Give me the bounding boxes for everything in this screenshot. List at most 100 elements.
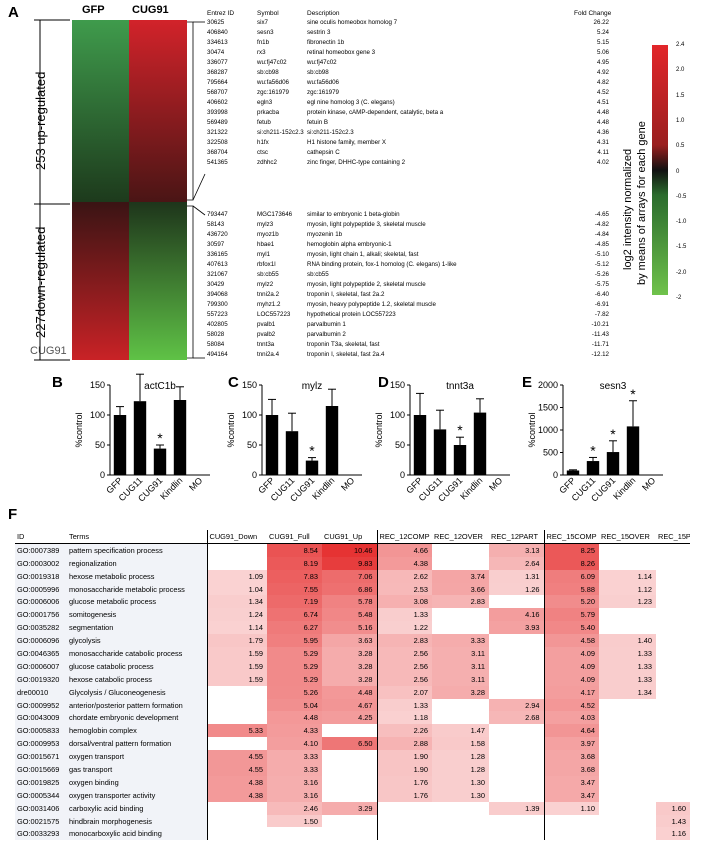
enrichment-value (656, 557, 690, 570)
y-tick-label: 500 (543, 448, 558, 458)
gene-symbol: si:ch211-152c2.3 (257, 129, 304, 136)
gene-entrez-id: 494164 (207, 351, 228, 358)
enrichment-value: 4.25 (322, 711, 377, 725)
gene-symbol: wu:fj47c02 (257, 59, 287, 66)
enrichment-value (599, 750, 656, 763)
enrichment-value: 2.07 (376, 685, 432, 699)
bar (566, 470, 580, 475)
enrichment-value: 2.56 (376, 647, 432, 660)
enrichment-value: 8.26 (543, 556, 599, 570)
gene-description: RNA binding protein, fox-1 homolog (C. e… (307, 261, 457, 268)
x-tick-label: MO (487, 475, 504, 492)
enrichment-value: 6.86 (322, 582, 377, 596)
gene-description: hemoglobin alpha embryonic-1 (307, 241, 392, 248)
enrichment-value: 8.19 (267, 556, 322, 570)
enrichment-value: 2.88 (376, 737, 432, 751)
bar (586, 461, 600, 475)
enrichment-value (432, 802, 489, 815)
gene-fold-change: -4.84 (594, 231, 609, 238)
gene-description: zgc:161979 (307, 89, 339, 96)
gene-entrez-id: 436720 (207, 231, 228, 238)
go-id: GO:0005996 (15, 582, 67, 596)
gene-symbol: fn1b (257, 39, 270, 46)
bar (305, 460, 319, 475)
enrichment-value: 3.11 (432, 647, 489, 660)
gene-row: 795664 wu:fa56d06 wu:fa56d06 4.82 (207, 78, 609, 88)
column-header: REC_15OVER (599, 530, 656, 544)
gene-description: myozenin 1b (307, 231, 343, 238)
table-row: GO:0006007 glucose catabolic process 1.59 5… (15, 659, 690, 673)
enrichment-value (432, 557, 489, 570)
gene-symbol: myl1 (257, 251, 271, 258)
y-tick-label: 150 (390, 380, 405, 390)
enrichment-value: 4.09 (543, 659, 599, 673)
enrichment-value: 2.83 (376, 634, 432, 648)
gene-row: 321067 sb:cb55 sb:cb55 -5.26 (207, 270, 609, 280)
gene-symbol: tnni2a.4 (257, 351, 280, 358)
gene-symbol: mylz2 (257, 281, 274, 288)
gene-entrez-id: 406840 (207, 29, 228, 36)
table-row: GO:0019318 hexose metabolic process 1.09 7.… (15, 569, 690, 583)
go-id: GO:0033293 (15, 827, 67, 841)
gene-row: 58028 pvalb2 parvalbumin 2 -11.43 (207, 330, 609, 340)
enrichment-value: 3.33 (432, 634, 489, 648)
panel-label-e: E (522, 374, 533, 391)
gene-description: retinal homeobox gene 3 (307, 49, 376, 56)
column-header: REC_15COMP (543, 530, 599, 544)
enrichment-value: 1.33 (376, 608, 432, 622)
enrichment-value: 3.66 (432, 582, 489, 596)
gene-row: 557223 LOC557223 hypothetical protein LOC5… (207, 310, 609, 320)
go-term: segmentation (67, 621, 208, 635)
go-term: monosaccharide metabolic process (67, 582, 208, 596)
column-header: CUG91_Full (267, 530, 322, 544)
gene-row: 322508 h1fx H1 histone family, member X 4.3… (207, 138, 609, 148)
enrichment-value (432, 621, 489, 634)
enrichment-value (376, 827, 432, 841)
enrichment-value: 1.23 (599, 595, 656, 609)
enrichment-value: 3.28 (322, 659, 377, 673)
enrichment-value (489, 595, 544, 608)
enrichment-value: 1.28 (432, 750, 489, 764)
gene-description: wu:fa56d06 (307, 79, 339, 86)
enrichment-value: 1.04 (207, 582, 267, 596)
go-id: GO:0009953 (15, 737, 67, 751)
enrichment-value (599, 543, 656, 556)
enrichment-value: 8.25 (543, 543, 599, 557)
go-term: monosaccharide catabolic process (67, 647, 208, 660)
gene-description: zinc finger, DHHC-type containing 2 (307, 159, 406, 166)
enrichment-value (322, 789, 377, 802)
enrichment-value: 4.58 (543, 634, 599, 648)
bar (325, 406, 339, 475)
enrichment-value: 2.56 (376, 659, 432, 673)
enrichment-value (322, 815, 377, 828)
gene-fold-change: 5.15 (596, 39, 609, 46)
bar (413, 415, 427, 475)
enrichment-value (376, 801, 432, 815)
bar (153, 448, 167, 475)
gene-row: 568707 zgc:161979 zgc:161979 4.52 (207, 88, 609, 98)
enrichment-value: 3.68 (543, 750, 599, 764)
gene-symbol: sesn3 (257, 29, 274, 36)
enrichment-value: 3.16 (267, 788, 322, 802)
gene-fold-change: 4.82 (596, 79, 609, 86)
go-id: GO:0007389 (15, 543, 67, 557)
enrichment-value: 1.16 (656, 827, 690, 841)
enrichment-value (432, 608, 489, 621)
heatmap-overlay-label: CUG91 (30, 345, 67, 357)
enrichment-value: 2.62 (376, 569, 432, 583)
gene-fold-change: 26.22 (593, 19, 609, 26)
bar (626, 426, 640, 475)
y-tick-label: 0 (400, 470, 405, 480)
panel-label-d: D (378, 374, 389, 391)
y-tick-label: 1000 (538, 425, 558, 435)
gene-entrez-id: 30474 (207, 49, 225, 56)
bar (133, 401, 147, 475)
gene-description: myosin, light polypeptide 2, skeletal mu… (307, 281, 426, 288)
gene-entrez-id: 568707 (207, 89, 228, 96)
gene-entrez-id: 407613 (207, 261, 228, 268)
bar (453, 445, 467, 475)
enrichment-value: 4.33 (267, 724, 322, 738)
go-term: glycolysis (67, 634, 208, 648)
enrichment-value: 4.38 (207, 775, 267, 789)
gene-fold-change: 4.95 (596, 59, 609, 66)
